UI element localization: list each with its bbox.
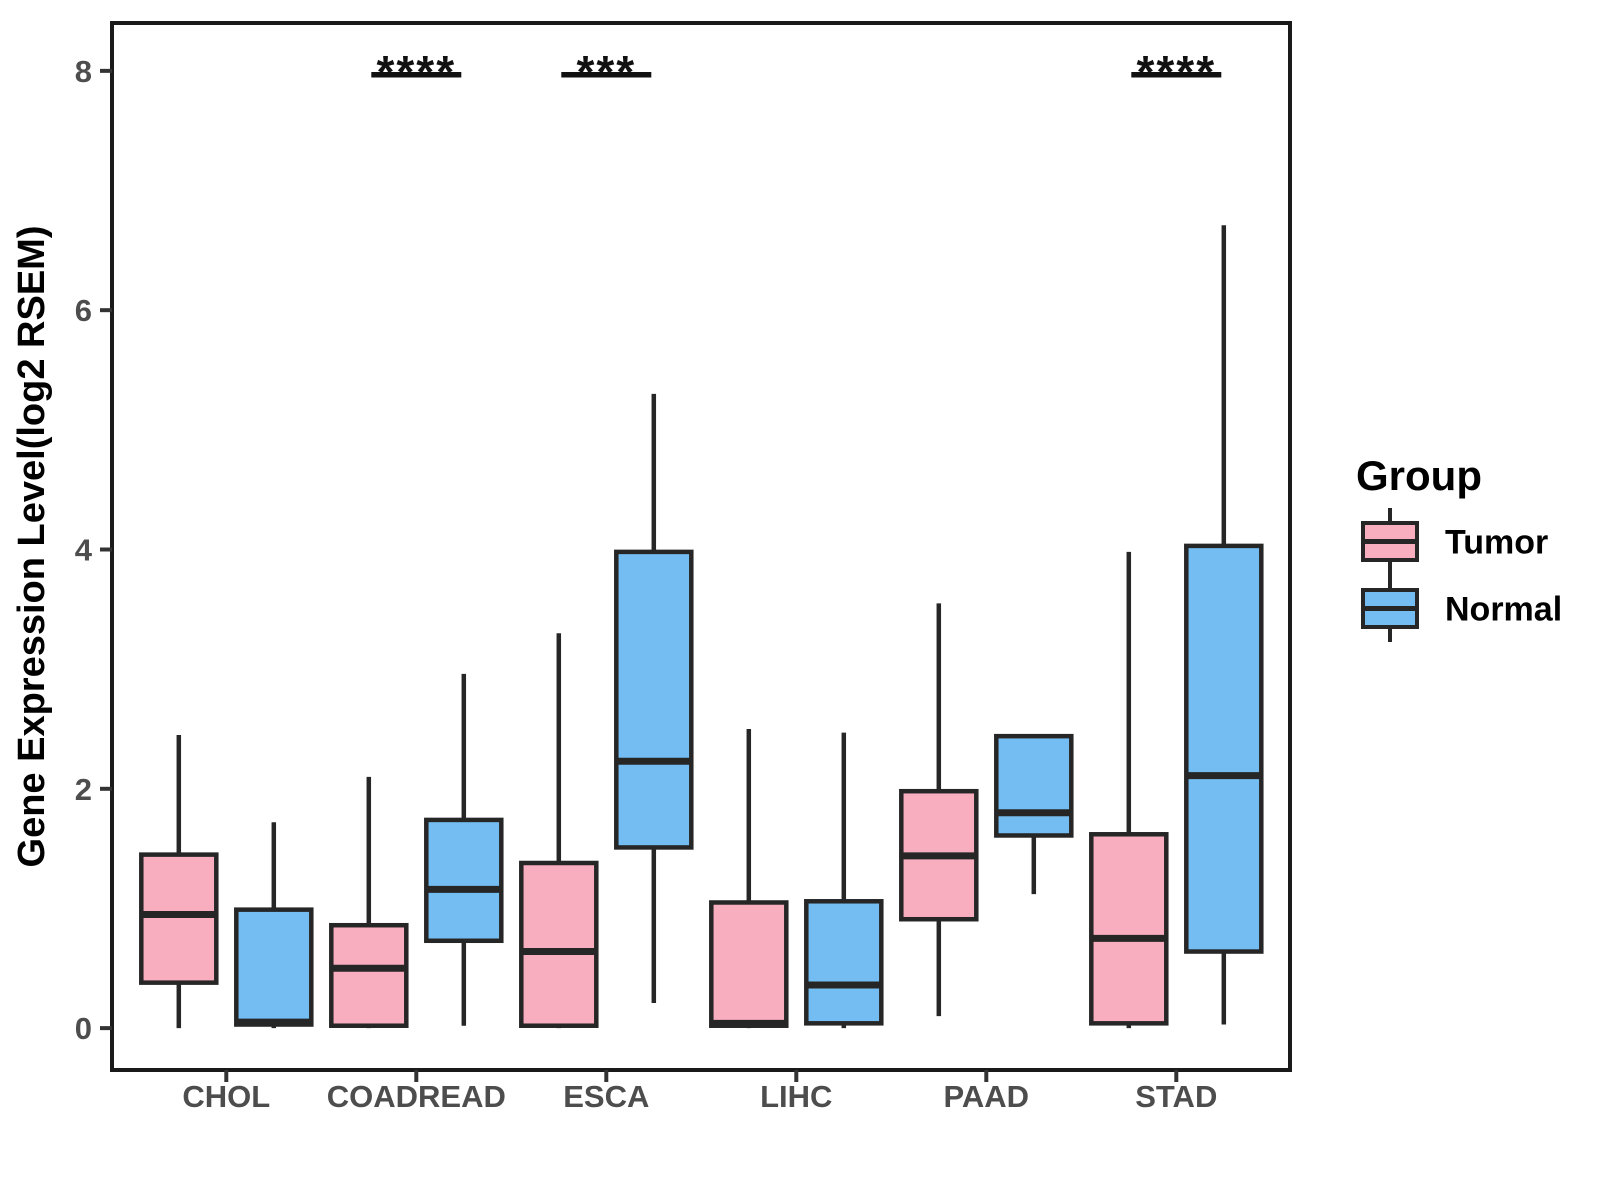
y-tick-label-2: 2 — [75, 772, 92, 807]
y-tick-label-4: 4 — [75, 532, 93, 567]
x-tick-label-COADREAD: COADREAD — [327, 1079, 506, 1114]
box-STAD-Tumor — [1089, 832, 1169, 1026]
sig-bar-COADREAD — [371, 72, 462, 78]
box-COADREAD-Tumor — [329, 922, 409, 1028]
box-COADREAD-Normal — [424, 817, 504, 944]
panel-border — [110, 21, 1292, 1072]
y-tick-label-6: 6 — [75, 293, 92, 328]
box-CHOL-Tumor — [139, 852, 219, 985]
box-PAAD-Normal — [994, 733, 1074, 838]
x-tick-label-CHOL: CHOL — [182, 1079, 270, 1114]
box-STAD-Normal — [1184, 543, 1264, 954]
sig-bar-STAD — [1131, 72, 1222, 78]
sig-bar-ESCA — [561, 72, 652, 78]
x-tick-label-LIHC: LIHC — [760, 1079, 832, 1114]
box-LIHC-Tumor — [709, 900, 789, 1028]
y-axis-title: Gene Expression Level(log2 RSEM) — [11, 226, 53, 868]
legend-label-Normal: Normal — [1445, 591, 1562, 629]
y-tick-label-8: 8 — [75, 54, 92, 89]
box-CHOL-Normal — [234, 907, 314, 1027]
legend-title: Group — [1356, 452, 1482, 499]
y-tick-label-0: 0 — [75, 1011, 92, 1046]
x-tick-label-ESCA: ESCA — [563, 1079, 649, 1114]
box-ESCA-Normal — [614, 549, 694, 850]
box-LIHC-Normal — [804, 899, 884, 1026]
x-tick-label-PAAD: PAAD — [944, 1079, 1030, 1114]
legend-label-Tumor: Tumor — [1445, 524, 1548, 562]
box-ESCA-Tumor — [519, 860, 599, 1028]
x-tick-label-STAD: STAD — [1135, 1079, 1217, 1114]
